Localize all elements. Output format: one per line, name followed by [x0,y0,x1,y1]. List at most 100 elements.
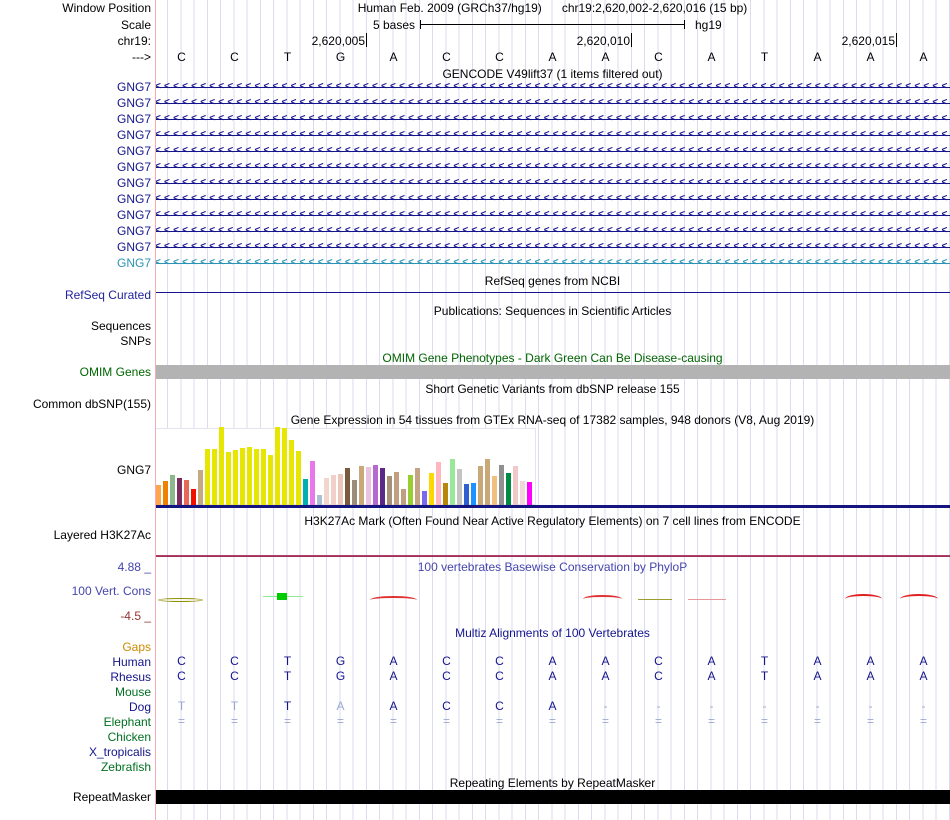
refseq-curated-item[interactable] [155,292,950,293]
gene-track-row[interactable]: <<<<<<<<<<<<<<<<<<<<<<<<<<<<<<<<<<<<<<<<… [155,143,950,159]
gtex-bar [457,469,462,505]
conservation-mark-lens [158,598,203,602]
track-label-snps[interactable]: SNPs [120,334,151,348]
track-label-repeatmasker[interactable]: RepeatMasker [72,790,151,804]
gene-label[interactable]: GNG7 [116,256,151,270]
multiz-species-label[interactable]: Zebrafish [100,760,151,774]
gene-track-row[interactable]: <<<<<<<<<<<<<<<<<<<<<<<<<<<<<<<<<<<<<<<<… [155,223,950,239]
multiz-base: = [442,714,450,728]
omim-genes-item[interactable] [155,365,950,379]
track-header-conservation[interactable]: 100 vertebrates Basewise Conservation by… [417,560,688,574]
conservation-mark-arc [900,594,938,599]
gene-label[interactable]: GNG7 [116,224,151,238]
gene-line [155,263,950,264]
track-header-dbsnp[interactable]: Short Genetic Variants from dbSNP releas… [425,382,680,396]
gene-label[interactable]: GNG7 [116,240,151,254]
gene-track-row[interactable]: <<<<<<<<<<<<<<<<<<<<<<<<<<<<<<<<<<<<<<<<… [155,191,950,207]
multiz-base: A [813,654,822,668]
track-header-repeatmasker[interactable]: Repeating Elements by RepeatMasker [449,776,656,790]
gene-track-row[interactable]: <<<<<<<<<<<<<<<<<<<<<<<<<<<<<<<<<<<<<<<<… [155,207,950,223]
multiz-base: T [760,669,769,683]
gtex-bar [310,461,315,505]
track-label-100-vert-cons[interactable]: 100 Vert. Cons [71,584,151,598]
position-range: chr19:2,620,002-2,620,016 (15 bp) [561,1,748,15]
h3k27ac-signal-line[interactable] [155,555,950,557]
track-label-refseq-curated[interactable]: RefSeq Curated [64,288,151,302]
multiz-base: A [866,654,875,668]
gtex-bar [478,466,483,505]
conservation-mark-arc [583,595,622,599]
gene-label[interactable]: GNG7 [116,96,151,110]
gene-line [155,151,950,152]
multiz-species-label[interactable]: Chicken [107,730,151,744]
track-header-gtex[interactable]: Gene Expression in 54 tissues from GTEx … [290,413,815,427]
track-header-gencode[interactable]: GENCODE V49lift37 (1 items filtered out) [442,67,663,81]
track-label-gtex-gene[interactable]: GNG7 [116,463,151,477]
sequence-base: C [654,50,663,64]
gene-label[interactable]: GNG7 [116,176,151,190]
multiz-species-label[interactable]: X_tropicalis [88,745,151,759]
track-header-multiz[interactable]: Multiz Alignments of 100 Vertebrates [455,626,650,640]
gene-label[interactable]: GNG7 [116,112,151,126]
gene-line [155,135,950,136]
multiz-base: A [548,699,557,713]
gtex-bar [177,478,182,505]
multiz-species-label[interactable]: Elephant [103,715,151,729]
multiz-base: C [177,669,186,683]
scale-genome-label: hg19 [695,18,722,32]
gtex-bar [366,467,371,505]
gene-track-row[interactable]: <<<<<<<<<<<<<<<<<<<<<<<<<<<<<<<<<<<<<<<<… [155,239,950,255]
multiz-base: = [654,714,662,728]
gene-track-row[interactable]: <<<<<<<<<<<<<<<<<<<<<<<<<<<<<<<<<<<<<<<<… [155,255,950,271]
gene-track-row[interactable]: <<<<<<<<<<<<<<<<<<<<<<<<<<<<<<<<<<<<<<<<… [155,111,950,127]
gtex-bar [233,450,238,505]
gtex-bar [219,427,224,505]
track-area[interactable]: Human Feb. 2009 (GRCh37/hg19) chr19:2,62… [155,0,950,820]
gtex-bar [212,449,217,505]
gtex-bar [520,481,525,505]
track-label-layered-h3k27ac[interactable]: Layered H3K27Ac [53,528,151,542]
label-gutter: Window Position Scale chr19: ---> RefSeq Cur… [0,0,155,820]
track-header-publications[interactable]: Publications: Sequences in Scientific Ar… [433,304,672,318]
multiz-species-label[interactable]: Mouse [114,685,151,699]
reverse-strand-arrows: <<<<<<<<<<<<<<<<<<<<<<<<<<<<<<<<<<<<<<<<… [155,241,950,252]
multiz-base: A [548,669,557,683]
gene-track-row[interactable]: <<<<<<<<<<<<<<<<<<<<<<<<<<<<<<<<<<<<<<<<… [155,175,950,191]
gene-line [155,183,950,184]
conservation-mark-arc [370,596,417,600]
gtex-bar [261,449,266,505]
gtex-bar [247,447,252,505]
sequence-base: G [335,50,346,64]
multiz-species-label[interactable]: Human [112,655,151,669]
reverse-strand-arrows: <<<<<<<<<<<<<<<<<<<<<<<<<<<<<<<<<<<<<<<<… [155,145,950,156]
track-header-omim[interactable]: OMIM Gene Phenotypes - Dark Green Can Be… [382,351,723,365]
track-header-refseq[interactable]: RefSeq genes from NCBI [484,274,621,288]
track-label-common-dbsnp[interactable]: Common dbSNP(155) [32,397,151,411]
gene-track-row[interactable]: <<<<<<<<<<<<<<<<<<<<<<<<<<<<<<<<<<<<<<<<… [155,79,950,95]
track-label-omim-genes[interactable]: OMIM Genes [79,365,151,379]
gene-label[interactable]: GNG7 [116,160,151,174]
gene-track-row[interactable]: <<<<<<<<<<<<<<<<<<<<<<<<<<<<<<<<<<<<<<<<… [155,95,950,111]
track-label-sequences[interactable]: Sequences [90,319,151,333]
gene-label[interactable]: GNG7 [116,144,151,158]
gene-label[interactable]: GNG7 [116,192,151,206]
gtex-bar [282,428,287,505]
conservation-mark-line [638,599,672,600]
track-header-h3k27ac[interactable]: H3K27Ac Mark (Often Found Near Active Re… [304,514,801,528]
gene-label[interactable]: GNG7 [116,128,151,142]
gene-track-row[interactable]: <<<<<<<<<<<<<<<<<<<<<<<<<<<<<<<<<<<<<<<<… [155,159,950,175]
sequence-base: A [707,50,716,64]
multiz-base: C [442,669,451,683]
gene-label[interactable]: GNG7 [116,208,151,222]
multiz-species-label[interactable]: Dog [128,700,151,714]
multiz-species-label[interactable]: Rhesus [110,670,151,684]
gtex-bar [296,451,301,505]
gtex-bar [352,480,357,505]
gene-label[interactable]: GNG7 [116,80,151,94]
repeatmasker-item[interactable] [155,790,950,804]
multiz-base: C [230,654,239,668]
multiz-base: A [548,654,557,668]
gene-track-row[interactable]: <<<<<<<<<<<<<<<<<<<<<<<<<<<<<<<<<<<<<<<<… [155,127,950,143]
multiz-species-label[interactable]: Gaps [122,640,151,654]
sequence-base: A [919,50,928,64]
